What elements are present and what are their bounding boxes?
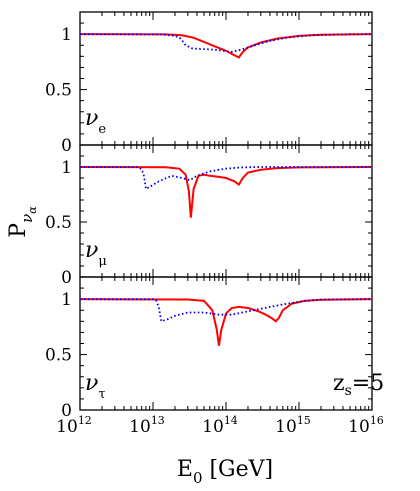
annotation-main: z xyxy=(333,371,345,396)
panel-1: 0 0.5 1 νμ xyxy=(45,144,373,288)
panel-label-main: ν xyxy=(85,238,98,263)
x-tick-exp: 14 xyxy=(224,414,238,427)
y-tick-label: 0.5 xyxy=(45,81,72,101)
y-tick-label: 1 xyxy=(61,158,72,178)
curve-solid xyxy=(79,166,373,218)
annotation-sub: s xyxy=(345,383,352,399)
x-tick-labels: 1012 1013 1014 1015 1016 xyxy=(56,414,384,437)
y-tick-label: 0 xyxy=(61,268,72,288)
curve-solid xyxy=(79,33,373,59)
x-tick-base: 10 xyxy=(348,417,370,437)
curve-solid xyxy=(79,298,373,346)
annotation-rest: =5 xyxy=(352,371,384,396)
x-tick-label: 1015 xyxy=(275,414,311,437)
x-tick-label: 1014 xyxy=(202,414,238,437)
panel-label-main: ν xyxy=(85,106,98,131)
annotation-zs: zs=5 xyxy=(333,371,384,399)
panel-label-sub: μ xyxy=(98,254,106,269)
panel-0: 0 0.5 1 νe xyxy=(45,11,373,156)
y-axis-title-main: P xyxy=(6,223,31,238)
panel-label: νμ xyxy=(85,238,107,269)
y-axis-title-subsub: α xyxy=(26,206,39,214)
panel-label: νe xyxy=(85,106,106,137)
x-tick-label: 1012 xyxy=(56,414,92,437)
panel-frame xyxy=(79,11,373,146)
x-tick-exp: 13 xyxy=(151,414,165,427)
x-axis-title-sub: 0 xyxy=(193,469,203,487)
x-tick-base: 10 xyxy=(129,417,151,437)
x-tick-label: 1013 xyxy=(129,414,165,437)
x-tick-base: 10 xyxy=(275,417,297,437)
panel-label: ντ xyxy=(85,371,106,402)
y-tick-label: 1 xyxy=(61,290,72,310)
x-tick-exp: 12 xyxy=(78,414,92,427)
x-tick-exp: 16 xyxy=(370,414,384,427)
x-axis-title-main: E xyxy=(177,457,193,482)
curve-dotted xyxy=(80,166,372,191)
panel-label-main: ν xyxy=(85,371,98,396)
panel-frame xyxy=(79,276,373,411)
curve-dotted xyxy=(80,298,373,323)
x-tick-base: 10 xyxy=(56,417,78,437)
y-axis-title: Pνα xyxy=(6,206,39,238)
y-tick-label: 1 xyxy=(61,25,72,45)
y-tick-label: 0.5 xyxy=(45,213,72,233)
x-axis-title-unit: [GeV] xyxy=(202,457,273,482)
x-tick-exp: 15 xyxy=(297,414,311,427)
panel-label-sub: e xyxy=(98,122,106,137)
curve-dotted xyxy=(79,33,373,53)
panel-2: 0 0.5 1 ντ xyxy=(45,276,373,421)
panel-label-sub: τ xyxy=(98,387,105,402)
x-tick-label: 1016 xyxy=(348,414,384,437)
y-tick-label: 0.5 xyxy=(45,346,72,366)
x-tick-base: 10 xyxy=(202,417,224,437)
x-axis-title: E0 [GeV] xyxy=(177,457,273,487)
y-tick-label: 0 xyxy=(61,136,72,156)
y-axis-title-sub: ν xyxy=(18,214,36,223)
panel-frame xyxy=(79,144,373,278)
y-tick-label: 0 xyxy=(61,401,72,421)
